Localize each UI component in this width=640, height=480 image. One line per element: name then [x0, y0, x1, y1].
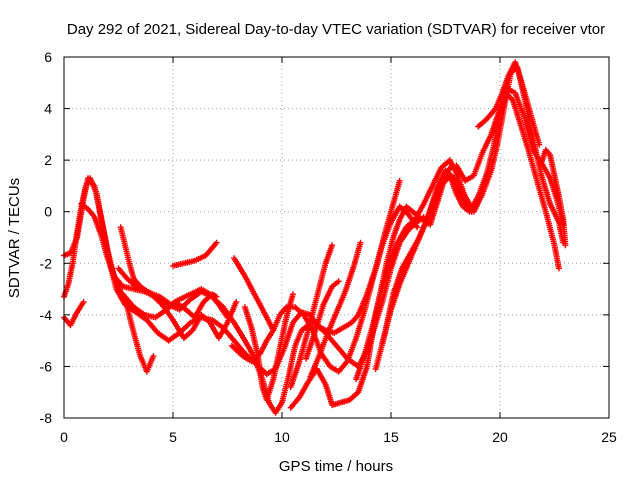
plot-frame [63, 56, 610, 419]
series-markers [475, 59, 543, 148]
chart-title: Day 292 of 2021, Sidereal Day-to-day VTE… [67, 21, 605, 38]
series-track-13 [287, 242, 336, 391]
x-tick-label: 5 [169, 429, 177, 445]
series-markers [538, 146, 569, 249]
x-tick-label: 25 [601, 429, 617, 445]
series-markers [287, 242, 336, 391]
series-markers [231, 203, 421, 375]
data-series [61, 59, 569, 416]
y-tick-label: 0 [44, 204, 52, 220]
y-tick-label: 6 [44, 49, 52, 65]
x-tick-label: 20 [492, 429, 508, 445]
series-track-7 [117, 224, 240, 342]
x-tick-label: 15 [383, 429, 399, 445]
series-markers [61, 299, 87, 329]
y-tick-label: -4 [40, 307, 53, 323]
series-track-2 [61, 299, 87, 329]
y-tick-label: -2 [40, 255, 53, 271]
series-track-11 [241, 291, 296, 403]
series-markers [241, 291, 296, 403]
series-markers [119, 291, 220, 321]
y-tick-label: -6 [40, 358, 53, 374]
y-tick-label: -8 [40, 410, 53, 426]
series-markers [117, 224, 240, 342]
series-track-20 [475, 59, 543, 148]
series-track-8 [119, 291, 220, 321]
x-tick-label: 0 [60, 429, 68, 445]
series-track-21 [538, 146, 569, 249]
series-markers [303, 278, 342, 362]
x-axis-label: GPS time / hours [279, 458, 393, 475]
series-track-9 [231, 203, 421, 375]
y-tick-label: 2 [44, 152, 52, 168]
series-track-15 [307, 239, 364, 380]
y-axis-label: SDTVAR / TECUs [6, 178, 23, 298]
y-tick-label: 4 [44, 101, 52, 117]
series-markers [379, 162, 455, 347]
x-tick-label: 10 [274, 429, 290, 445]
axis-ticks: 0 5 10 15 20 25 -8 -6 -4 -2 0 2 4 6 [40, 49, 617, 445]
series-markers [307, 239, 364, 380]
series-track-18 [379, 162, 455, 347]
series-markers [170, 239, 220, 269]
series-track-6 [170, 239, 220, 269]
series-track-14 [303, 278, 342, 362]
